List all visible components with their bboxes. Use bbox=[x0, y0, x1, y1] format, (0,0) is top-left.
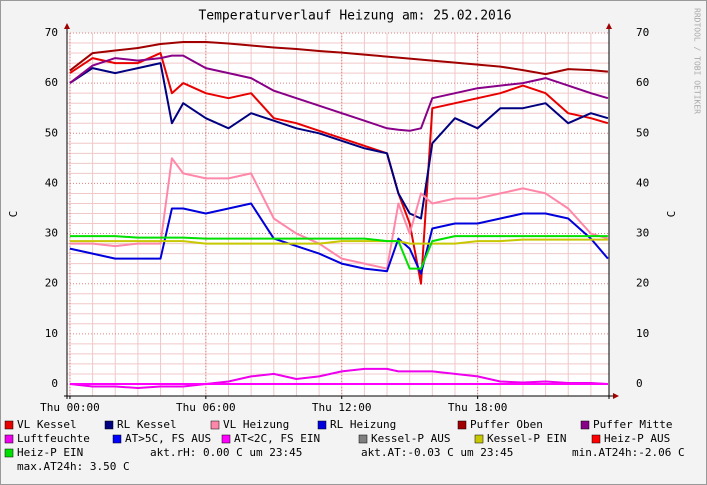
series-line bbox=[69, 54, 609, 132]
legend-swatch bbox=[210, 420, 220, 430]
series-line bbox=[69, 238, 608, 245]
y-tick-label: 50 bbox=[45, 126, 58, 139]
series-line bbox=[69, 235, 608, 270]
x-tick-label: Thu 12:00 bbox=[312, 401, 372, 414]
legend-label: Luftfeuchte bbox=[17, 432, 90, 445]
legend-item: Puffer Oben bbox=[457, 418, 543, 431]
y-tick-label: 60 bbox=[45, 76, 58, 89]
y2-tick-label: 60 bbox=[636, 76, 649, 89]
legend-item: Luftfeuchte bbox=[4, 432, 90, 445]
note: min.AT24h:-2.06 C bbox=[572, 446, 685, 459]
legend-label: Kessel-P AUS bbox=[371, 432, 450, 445]
y2-tick-label: 0 bbox=[636, 377, 643, 390]
legend-swatch bbox=[112, 434, 122, 444]
y-tick-label: 0 bbox=[51, 377, 58, 390]
legend-label: Puffer Oben bbox=[470, 418, 543, 431]
y2-tick-label: 50 bbox=[636, 126, 649, 139]
legend-item: AT<2C, FS EIN bbox=[221, 432, 320, 445]
legend-label: RL Kessel bbox=[117, 418, 177, 431]
legend-swatch bbox=[4, 420, 14, 430]
legend-swatch bbox=[4, 434, 14, 444]
legend-swatch bbox=[591, 434, 601, 444]
legend-label: VL Heizung bbox=[223, 418, 289, 431]
legend-item: Kessel-P EIN bbox=[474, 432, 566, 445]
y-tick-label: 40 bbox=[45, 176, 58, 189]
legend-item: VL Heizung bbox=[210, 418, 289, 431]
legend-label: Puffer Mitte bbox=[593, 418, 672, 431]
legend-swatch bbox=[221, 434, 231, 444]
series-line bbox=[69, 41, 608, 76]
y2-tick-label: 70 bbox=[636, 26, 649, 39]
series-line bbox=[69, 62, 609, 220]
legend-item: RL Kessel bbox=[104, 418, 177, 431]
legend-item: Kessel-P AUS bbox=[358, 432, 450, 445]
note: max.AT24h: 3.50 C bbox=[17, 460, 130, 473]
legend-item: VL Kessel bbox=[4, 418, 77, 431]
legend-swatch bbox=[474, 434, 484, 444]
legend-swatch bbox=[4, 448, 14, 458]
y-axis-label: C bbox=[7, 211, 20, 218]
series-line bbox=[69, 52, 609, 285]
series-line bbox=[69, 157, 609, 270]
chart-title: Temperaturverlauf Heizung am: 25.02.2016 bbox=[198, 9, 511, 24]
legend-item: Puffer Mitte bbox=[580, 418, 672, 431]
series-line bbox=[69, 367, 608, 389]
axis-arrow bbox=[613, 393, 619, 399]
x-tick-label: Thu 18:00 bbox=[448, 401, 508, 414]
note: akt.rH: 0.00 C um 23:45 bbox=[150, 446, 302, 459]
legend-label: VL Kessel bbox=[17, 418, 77, 431]
legend-swatch bbox=[358, 434, 368, 444]
y2-tick-label: 20 bbox=[636, 277, 649, 290]
legend-label: Heiz-P AUS bbox=[604, 432, 670, 445]
x-tick-label: Thu 00:00 bbox=[40, 401, 100, 414]
watermark: RRDTOOL / TOBI OETIKER bbox=[693, 8, 702, 114]
y2-tick-label: 30 bbox=[636, 227, 649, 240]
legend-item: AT>5C, FS AUS bbox=[112, 432, 211, 445]
y2-tick-label: 10 bbox=[636, 327, 649, 340]
legend-item: RL Heizung bbox=[317, 418, 396, 431]
axis-arrow bbox=[606, 23, 612, 29]
legend-item: Heiz-P EIN bbox=[4, 446, 83, 459]
legend-label: AT>5C, FS AUS bbox=[125, 432, 211, 445]
legend-label: RL Heizung bbox=[330, 418, 396, 431]
y-tick-label: 20 bbox=[45, 277, 58, 290]
legend-label: Kessel-P EIN bbox=[487, 432, 566, 445]
legend-swatch bbox=[104, 420, 114, 430]
legend-item: Heiz-P AUS bbox=[591, 432, 670, 445]
legend-label: AT<2C, FS EIN bbox=[234, 432, 320, 445]
series-line bbox=[69, 202, 609, 275]
y-tick-label: 10 bbox=[45, 327, 58, 340]
axis-arrow bbox=[64, 23, 70, 29]
note: akt.AT:-0.03 C um 23:45 bbox=[361, 446, 513, 459]
legend-label: Heiz-P EIN bbox=[17, 446, 83, 459]
legend-swatch bbox=[317, 420, 327, 430]
y-tick-label: 70 bbox=[45, 26, 58, 39]
y2-tick-label: 40 bbox=[636, 176, 649, 189]
y-tick-label: 30 bbox=[45, 227, 58, 240]
x-tick-label: Thu 06:00 bbox=[176, 401, 236, 414]
legend-swatch bbox=[457, 420, 467, 430]
legend-swatch bbox=[580, 420, 590, 430]
y2-axis-label: C bbox=[665, 211, 678, 218]
